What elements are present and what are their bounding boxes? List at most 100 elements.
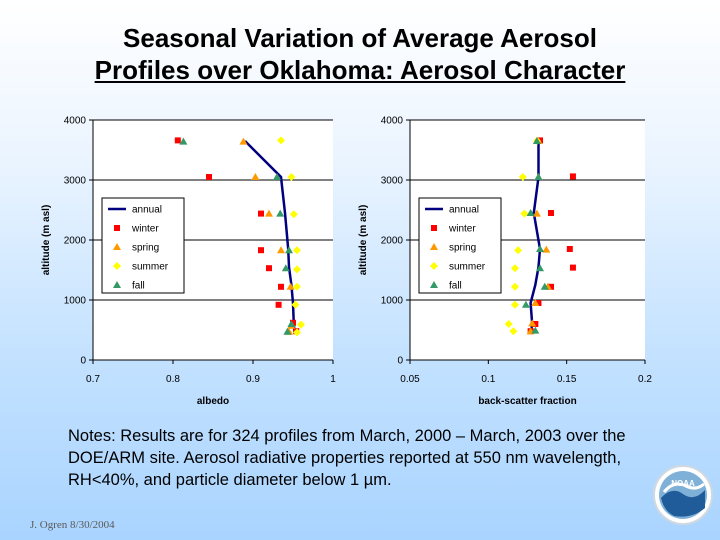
chart-1-winter-point	[206, 174, 212, 180]
chart-1-legend-summer-swatch	[113, 262, 121, 270]
footer-author-date: J. Ogren 8/30/2004	[30, 519, 115, 531]
chart-2-y-tick-label: 1000	[381, 296, 404, 307]
slide-title: Seasonal Variation of Average Aerosol Pr…	[0, 22, 720, 86]
chart-2-winter-point	[548, 283, 554, 290]
chart-1-y-axis-label: altitude (m asl)	[41, 205, 52, 276]
title-line-2: Profiles over Oklahoma: Aerosol Characte…	[94, 55, 626, 85]
noaa-logo-text: NOAA	[671, 479, 695, 488]
chart-2-x-tick-label: 0.05	[400, 374, 420, 385]
title-line-1: Seasonal Variation of Average Aerosol	[123, 23, 597, 53]
chart-1-y-tick-label: 4000	[64, 116, 87, 127]
chart-2-legend-spring-swatch	[430, 243, 438, 250]
chart-2-spring-point	[528, 319, 537, 327]
chart-2-legend-winter-label: winter	[448, 224, 476, 235]
chart-1-summer-point	[293, 282, 301, 291]
chart-1-y-tick-label: 3000	[64, 176, 87, 187]
chart-2-y-tick-label: 0	[397, 356, 403, 367]
chart-1-fall-point	[287, 320, 296, 327]
chart-1-spring-point	[239, 137, 248, 145]
chart-1-x-tick-label: 0.8	[166, 374, 180, 385]
chart-1-spring-point	[251, 173, 260, 180]
chart-1-summer-point	[289, 210, 298, 219]
chart-1-fall-point	[276, 209, 285, 217]
chart-1-x-tick-label: 1	[330, 374, 336, 385]
chart-2-summer-point	[510, 282, 519, 291]
chart-1-legend-fall-label: fall	[132, 281, 145, 292]
chart-2-summer-point	[520, 209, 529, 218]
chart-1-y-tick-label: 0	[80, 356, 86, 367]
chart-1-winter-point	[266, 265, 272, 272]
chart-1-summer-point	[293, 328, 301, 337]
chart-1-fall-point	[285, 246, 293, 254]
chart-2-summer-point	[514, 246, 523, 255]
chart-2-winter-point	[569, 264, 576, 271]
chart-1-legend-annual-label: annual	[132, 205, 162, 216]
chart-2-legend-winter-swatch	[431, 225, 437, 231]
chart-2-summer-point	[504, 320, 513, 328]
chart-1-legend-winter-label: winter	[131, 224, 159, 235]
chart-2-spring-point	[532, 209, 541, 217]
chart-2-fall-point	[521, 300, 530, 308]
chart-1-fall-point	[179, 137, 188, 145]
chart-2-fall-point	[531, 326, 540, 334]
notes-text: Notes: Results are for 324 profiles from…	[68, 427, 626, 489]
chart-1-summer-point	[287, 173, 296, 181]
chart-2-y-tick-label: 3000	[381, 176, 404, 187]
chart-2-legend-fall-swatch	[430, 281, 438, 288]
chart-1-x-tick-label: 0.9	[246, 374, 260, 385]
chart-2-summer-point	[510, 300, 519, 309]
chart-2-winter-point	[566, 246, 573, 252]
chart-2-fall-point	[540, 282, 549, 290]
chart-1-summer-point	[293, 246, 301, 255]
chart-1-winter-point	[275, 301, 282, 308]
chart-2-x-tick-label: 0.2	[638, 374, 652, 385]
chart-2-legend-summer-label: summer	[449, 262, 486, 273]
chart-1-spring-point	[265, 209, 273, 217]
chart-2-x-axis-label: back-scatter fraction	[478, 396, 576, 407]
chart-1-series-annual-line	[244, 140, 296, 334]
chart-2-x-tick-label: 0.15	[557, 374, 577, 385]
chart-2-summer-point	[509, 327, 518, 336]
chart-1-winter-point	[174, 137, 181, 144]
chart-2-winter-point	[532, 321, 539, 327]
noaa-logo-icon: NOAA	[653, 465, 713, 525]
chart-2-winter-point	[569, 173, 576, 180]
chart-1-legend-fall-swatch	[113, 281, 121, 288]
chart-2-summer-point	[510, 264, 519, 273]
chart-1-winter-point	[278, 283, 284, 290]
chart-1-winter-point	[258, 247, 264, 254]
chart-1-x-axis-label: albedo	[197, 396, 229, 407]
charts-area: 0 1000 2000 3000 4000 0.7 0.8 0.9 1 albedo altitud…	[41, 116, 652, 408]
chart-1-legend-spring-swatch	[113, 243, 121, 250]
chart-2-legend-annual-label: annual	[449, 205, 479, 216]
chart-2-spring-point	[542, 245, 551, 253]
chart-1-fall-point	[273, 173, 281, 180]
chart-2-legend-fall-label: fall	[449, 281, 462, 292]
chart-1-legend-summer-label: summer	[132, 262, 169, 273]
chart-2-legend-spring-label: spring	[449, 243, 476, 254]
chart-2-y-tick-label: 2000	[381, 236, 404, 247]
chart-1-fall-point	[283, 327, 292, 335]
chart-2-legend-summer-swatch	[430, 262, 438, 270]
chart-2-fall-point	[534, 173, 543, 180]
chart-1-y-tick-label: 1000	[64, 296, 87, 307]
chart-2-y-tick-label: 4000	[381, 116, 404, 127]
chart-2-fall-point	[536, 245, 545, 252]
chart-2-spring-point	[531, 299, 540, 306]
chart-2-summer-point	[518, 173, 527, 181]
chart-1-legend-winter-swatch	[114, 225, 120, 231]
chart-1-x-tick-label: 0.7	[86, 374, 100, 385]
chart-1-winter-point	[290, 319, 296, 326]
chart-1-summer-point	[291, 300, 300, 309]
chart-2-y-axis-label: altitude (m asl)	[358, 205, 369, 276]
chart-2-winter-point	[535, 300, 542, 306]
chart-1-legend-spring-label: spring	[132, 243, 159, 254]
chart-1-summer-point	[297, 320, 305, 329]
chart-2-x-tick-label: 0.1	[481, 374, 495, 385]
chart-2-fall-point	[526, 209, 535, 216]
chart-1-fall-point	[281, 264, 290, 272]
chart-2-winter-point	[548, 210, 554, 216]
chart-1-summer-point	[277, 136, 285, 145]
chart-1-summer-point	[293, 265, 301, 274]
chart-2-fall-point	[536, 264, 545, 272]
